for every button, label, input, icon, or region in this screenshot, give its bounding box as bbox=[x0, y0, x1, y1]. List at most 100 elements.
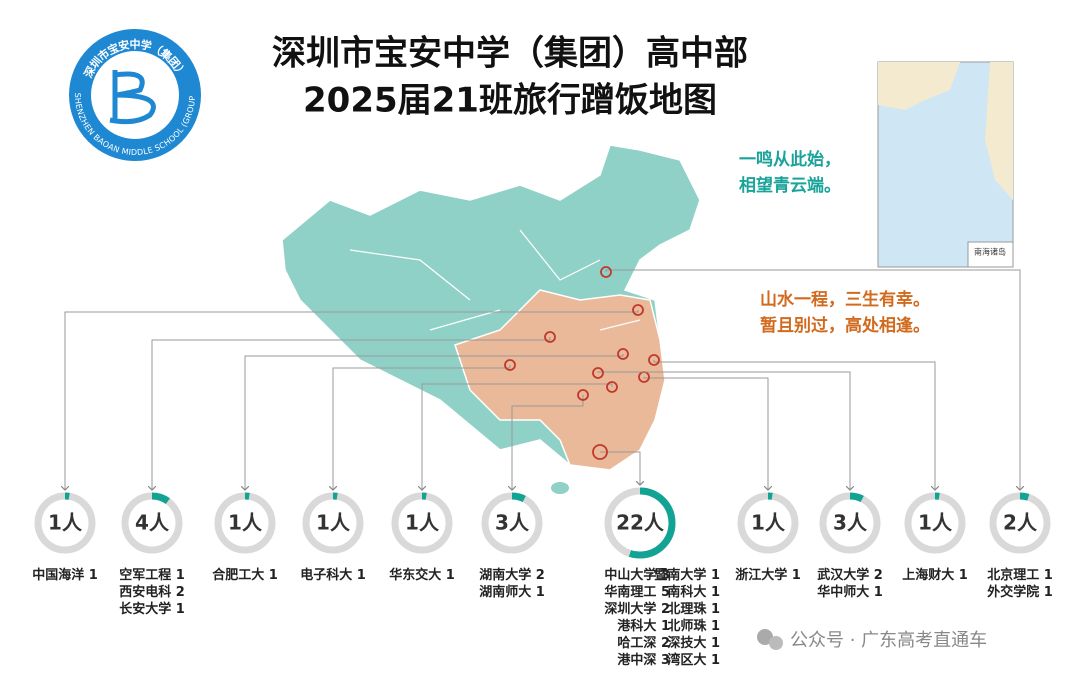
school-entry: 南科大 1 bbox=[667, 584, 720, 600]
city-marker bbox=[592, 444, 608, 460]
school-entry: 湖南师大 1 bbox=[479, 584, 545, 600]
ring-arc bbox=[604, 487, 676, 559]
school-entry: 深圳大学 2 bbox=[604, 601, 670, 617]
school-count: 1 bbox=[536, 585, 545, 600]
school-name: 华中师大 bbox=[817, 584, 869, 600]
city-marker bbox=[504, 359, 516, 371]
school-count: 5 bbox=[661, 585, 670, 600]
school-count: 1 bbox=[357, 568, 366, 583]
school-entry: 北京理工 1 bbox=[987, 567, 1053, 583]
ring-label: 1人 bbox=[316, 511, 351, 535]
leader-line bbox=[600, 451, 640, 485]
school-entry: 港科大 1 bbox=[617, 618, 670, 634]
school-entry: 湖南大学 2 bbox=[479, 567, 545, 583]
ring-label: 2人 bbox=[1003, 511, 1038, 535]
school-entry: 西安电科 2 bbox=[119, 584, 185, 600]
school-name: 外交学院 bbox=[986, 584, 1039, 600]
slogan: 暂且别过，高处相逢。 bbox=[760, 315, 930, 336]
school-count: 1 bbox=[446, 568, 455, 583]
leader-line bbox=[333, 365, 511, 490]
school-entry: 深技大 1 bbox=[667, 635, 720, 651]
school-count: 3 bbox=[661, 568, 670, 583]
school-name: 西安电科 bbox=[119, 584, 171, 600]
school-count: 1 bbox=[792, 568, 801, 583]
school-name: 武汉大学 bbox=[817, 567, 869, 583]
school-name: 上海财大 bbox=[902, 567, 954, 583]
leader-line bbox=[653, 360, 935, 490]
school-count: 1 bbox=[89, 568, 98, 583]
school-entry: 上海财大 1 bbox=[902, 567, 968, 583]
inset-label: 南海诸岛 bbox=[974, 247, 1006, 257]
school-count: 1 bbox=[711, 585, 720, 600]
ring-label: 1人 bbox=[751, 511, 786, 535]
watermark: 公众号 · 广东高考直通车 bbox=[757, 629, 987, 651]
school-count: 1 bbox=[711, 619, 720, 634]
school-name: 深圳大学 bbox=[604, 601, 656, 617]
title: 深圳市宝安中学（集团）高中部 bbox=[272, 34, 748, 74]
school-entry: 浙江大学 1 bbox=[735, 567, 801, 583]
leader-line bbox=[152, 337, 551, 490]
ring-arc bbox=[302, 492, 364, 554]
school-name: 北京理工 bbox=[987, 567, 1039, 583]
slogan: 山水一程，三生有幸。 bbox=[760, 289, 930, 310]
school-count: 3 bbox=[661, 653, 670, 668]
school-entry: 华中师大 1 bbox=[817, 584, 883, 600]
school-count: 1 bbox=[176, 568, 185, 583]
city-marker bbox=[632, 304, 644, 316]
school-name: 华东交大 bbox=[389, 567, 441, 583]
school-count: 2 bbox=[661, 636, 670, 651]
ring-arc bbox=[34, 492, 96, 554]
school-name: 中山大学 bbox=[604, 567, 656, 583]
school-name: 北师珠 bbox=[667, 618, 707, 634]
ring-arc bbox=[481, 492, 543, 554]
ring-arc bbox=[819, 492, 881, 554]
school-count: 1 bbox=[269, 568, 278, 583]
leader-line bbox=[597, 371, 850, 490]
ring-arc bbox=[121, 492, 183, 554]
leader-line bbox=[422, 383, 613, 490]
school-count: 1 bbox=[711, 602, 720, 617]
ring-label: 1人 bbox=[48, 511, 83, 535]
city-marker bbox=[648, 354, 660, 366]
school-name: 暨南大学 bbox=[654, 567, 706, 583]
school-name: 浙江大学 bbox=[735, 567, 787, 583]
school-entry: 中国海洋 1 bbox=[32, 567, 98, 583]
school-entry: 华东交大 1 bbox=[389, 567, 455, 583]
school-name: 港中深 bbox=[617, 652, 656, 668]
school-count: 2 bbox=[176, 585, 185, 600]
ring-arc bbox=[737, 492, 799, 554]
school-count: 1 bbox=[874, 585, 883, 600]
school-entry: 武汉大学 2 bbox=[817, 567, 883, 583]
leader-line bbox=[605, 269, 1020, 490]
ring-label: 4人 bbox=[135, 511, 170, 535]
school-entry: 合肥工大 1 bbox=[212, 567, 278, 583]
school-count: 2 bbox=[874, 568, 883, 583]
school-entry: 中山大学 3 bbox=[604, 567, 670, 583]
school-count: 1 bbox=[1044, 568, 1053, 583]
school-count: 1 bbox=[711, 568, 720, 583]
school-count: 1 bbox=[661, 619, 670, 634]
leader-line bbox=[245, 354, 624, 490]
school-entry: 电子科大 1 bbox=[300, 567, 366, 583]
ring-label: 1人 bbox=[228, 511, 263, 535]
city-marker bbox=[577, 389, 589, 401]
school-name: 湖南师大 bbox=[479, 584, 531, 600]
city-marker bbox=[544, 331, 556, 343]
school-count: 1 bbox=[959, 568, 968, 583]
school-name: 湾区大 bbox=[667, 652, 706, 668]
school-name: 中国海洋 bbox=[32, 567, 84, 583]
watermark-text: 公众号 · 广东高考直通车 bbox=[790, 630, 987, 651]
ring-arc bbox=[989, 492, 1051, 554]
ring-label: 22人 bbox=[616, 511, 665, 535]
school-entry: 哈工深 2 bbox=[617, 635, 670, 651]
school-count: 2 bbox=[661, 602, 670, 617]
school-count: 1 bbox=[711, 653, 720, 668]
school-name: 哈工深 bbox=[617, 635, 656, 651]
school-name: 深技大 bbox=[667, 635, 706, 651]
school-entry: 长安大学 1 bbox=[119, 601, 185, 617]
city-marker bbox=[600, 266, 612, 278]
school-entry: 湾区大 1 bbox=[667, 652, 720, 668]
school-name: 华南理工 bbox=[604, 584, 656, 600]
subtitle: 2025届21班旅行蹭饭地图 bbox=[303, 81, 717, 121]
school-entry: 港中深 3 bbox=[617, 652, 670, 668]
